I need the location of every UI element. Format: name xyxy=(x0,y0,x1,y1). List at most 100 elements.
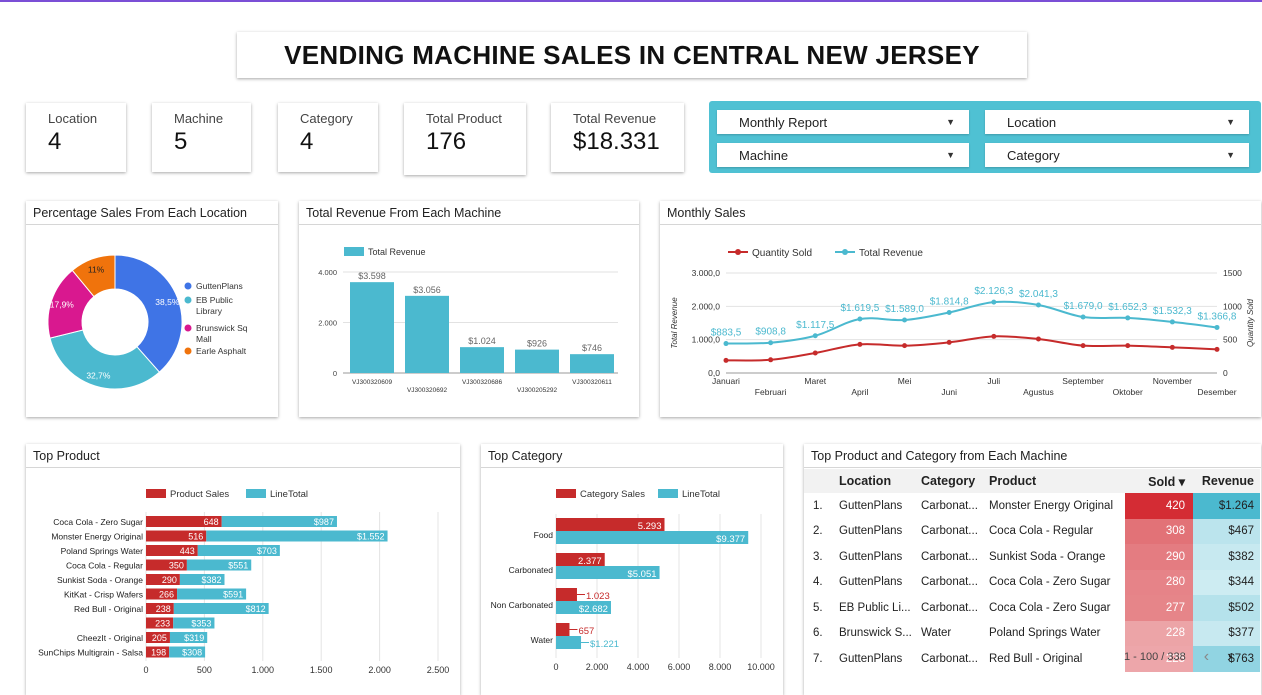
bar-value-label: $308 xyxy=(182,648,202,658)
cell-sold: 308 xyxy=(1125,518,1193,544)
x-tick-label: Juli xyxy=(987,376,1000,386)
bar-value-label: $1.024 xyxy=(468,336,496,346)
revenue-data-label: $2.126,3 xyxy=(974,286,1013,297)
machine-dropdown[interactable]: Machine ▼ xyxy=(717,143,969,167)
panel-title: Monthly Sales xyxy=(660,201,1261,225)
category-label: Water xyxy=(531,635,554,645)
legend-label: Mall xyxy=(196,334,212,344)
kpi-total-product: Total Product 176 xyxy=(404,103,526,175)
y2-tick-label: 500 xyxy=(1223,335,1237,345)
cell-category: Carbonat... xyxy=(921,525,978,538)
table-row[interactable]: 2. GuttenPlans Carbonat... Coca Cola - Regu… xyxy=(804,518,1260,544)
y-tick-label: 3.000,0 xyxy=(692,268,721,278)
row-index: 5. xyxy=(813,601,823,614)
bar-linetotal xyxy=(173,617,215,629)
table-row[interactable]: 7. GuttenPlans Carbonat... Red Bull - Origi… xyxy=(804,646,1260,672)
bar-linetotal xyxy=(173,603,269,614)
table-row[interactable]: 1. GuttenPlans Carbonat... Monster Energy O… xyxy=(804,493,1260,519)
x-tick-label: VJ300205292 xyxy=(517,387,558,394)
cell-revenue: $1.264 xyxy=(1193,493,1260,519)
bar-value-label: 657 xyxy=(578,626,594,637)
revenue-data-label: $1.366,8 xyxy=(1198,311,1237,322)
dropdown-label: Machine xyxy=(739,147,789,163)
x-tick-label: Desember xyxy=(1197,387,1236,397)
kpi-category: Category 4 xyxy=(278,103,378,172)
cell-sold: 228 xyxy=(1125,620,1193,646)
cell-location: GuttenPlans xyxy=(839,652,903,665)
table-row[interactable]: 3. GuttenPlans Carbonat... Sunkist Soda - O… xyxy=(804,544,1260,570)
x-tick-label: Januari xyxy=(712,376,740,386)
bar-value-label: $987 xyxy=(314,517,334,527)
kpi-value: $18.331 xyxy=(573,128,660,155)
cell-product: Coca Cola - Regular xyxy=(989,525,1094,538)
header-location[interactable]: Location xyxy=(839,474,892,488)
bar-value-label: $591 xyxy=(223,590,243,600)
dropdown-label: Location xyxy=(1007,114,1057,130)
x-tick-label: Juni xyxy=(941,387,957,397)
bar xyxy=(570,354,614,373)
point-revenue xyxy=(812,333,818,339)
bar-sales xyxy=(146,516,222,527)
chevron-left-icon[interactable]: ‹ xyxy=(1203,648,1210,665)
panel-title: Total Revenue From Each Machine xyxy=(299,201,639,225)
cell-location: GuttenPlans xyxy=(839,576,903,589)
monthly-report-dropdown[interactable]: Monthly Report ▼ xyxy=(717,110,969,134)
legend-swatch xyxy=(246,489,266,498)
table-row[interactable]: 5. EB Public Li... Carbonat... Coca Cola - … xyxy=(804,595,1260,621)
donut-slice-label: 38,5% xyxy=(155,297,180,307)
point-revenue xyxy=(902,317,908,323)
bar-sales xyxy=(556,588,577,601)
bar-value-label: 198 xyxy=(151,648,166,658)
header-revenue[interactable]: Revenue xyxy=(1201,474,1254,488)
legend-label: GuttenPlans xyxy=(196,281,243,291)
legend-swatch xyxy=(184,296,192,304)
bar-value-label: $9.377 xyxy=(716,534,745,545)
point-quantity xyxy=(723,357,729,363)
chevron-right-icon[interactable]: › xyxy=(1227,648,1233,665)
header-category[interactable]: Category xyxy=(921,474,976,488)
row-index: 4. xyxy=(813,576,823,589)
panel-title: Top Product xyxy=(26,444,460,468)
y-axis-label: Total Revenue xyxy=(670,297,679,349)
bar-sales xyxy=(146,603,174,614)
point-quantity xyxy=(902,343,908,349)
panel-title: Top Product and Category from Each Machi… xyxy=(804,444,1261,468)
bar-value-label: 5.293 xyxy=(638,521,662,532)
x-tick-label: September xyxy=(1062,376,1104,386)
bar-linetotal xyxy=(206,530,388,542)
kpi-label: Total Product xyxy=(426,111,502,126)
location-sales-panel: Percentage Sales From Each Location 38,5… xyxy=(26,201,278,417)
cell-location: GuttenPlans xyxy=(839,550,903,563)
kpi-value: 4 xyxy=(48,128,62,155)
cell-category: Carbonat... xyxy=(921,652,978,665)
bar-value-label: $1.221 xyxy=(590,639,619,650)
dropdown-label: Category xyxy=(1007,147,1060,163)
kpi-total-revenue: Total Revenue $18.331 xyxy=(551,103,684,172)
row-index: 3. xyxy=(813,550,823,563)
legend-swatch xyxy=(184,282,192,290)
revenue-data-label: $1.652,3 xyxy=(1108,302,1147,313)
category-label: Red Bull - Original xyxy=(74,604,143,614)
point-quantity xyxy=(946,339,952,345)
point-quantity xyxy=(1214,346,1220,352)
cell-product: Coca Cola - Zero Sugar xyxy=(989,601,1111,614)
cell-sold: 280 xyxy=(1125,569,1193,595)
header-sold[interactable]: Sold ▾ xyxy=(1148,474,1185,489)
bar-value-label: $2.682 xyxy=(579,604,608,615)
location-dropdown[interactable]: Location ▼ xyxy=(985,110,1249,134)
table-row[interactable]: 4. GuttenPlans Carbonat... Coca Cola - Zero… xyxy=(804,569,1260,595)
bar-linetotal xyxy=(556,566,660,579)
bar-value-label: $319 xyxy=(184,633,204,643)
point-quantity xyxy=(1125,343,1131,349)
x-tick-label: 2.000 xyxy=(586,662,609,672)
legend-label: LineTotal xyxy=(682,489,720,500)
table-row[interactable]: 6. Brunswick S... Water Poland Springs Wate… xyxy=(804,620,1260,646)
bar-value-label: 350 xyxy=(169,561,184,571)
top-product-chart: 0 500 1.000 1.500 2.000 2.500 Product Sales Lin… xyxy=(38,489,449,675)
top-category-chart: 0 2.000 4.000 6.000 8.000 10.000 Category Sale… xyxy=(491,489,775,672)
table-header: Location Category Product Sold ▾ Revenue xyxy=(804,469,1260,493)
header-product[interactable]: Product xyxy=(989,474,1037,488)
category-dropdown[interactable]: Category ▼ xyxy=(985,143,1249,167)
bar-value-label: 233 xyxy=(155,619,170,629)
kpi-value: 4 xyxy=(300,128,314,155)
